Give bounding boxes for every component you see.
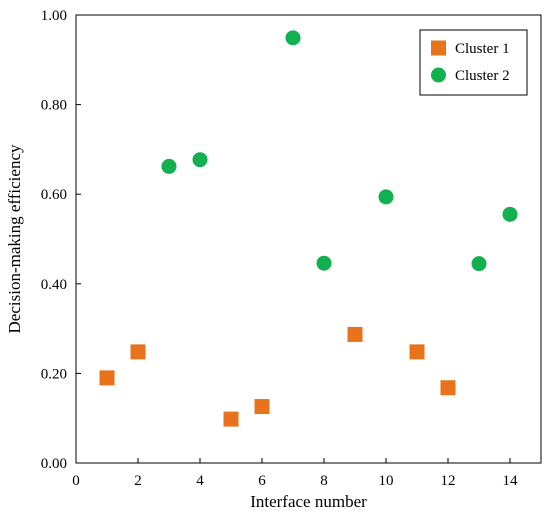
cluster-1-point (254, 399, 270, 415)
cluster-2-point (316, 255, 332, 271)
cluster-1-point (409, 344, 425, 360)
cluster-1-point (130, 344, 146, 360)
legend-label: Cluster 1 (455, 41, 510, 57)
x-axis-title: Interface number (250, 492, 367, 511)
x-tick-label: 6 (258, 473, 266, 489)
cluster-1-point (347, 326, 363, 342)
cluster-2-point (471, 256, 487, 272)
legend-marker-circle (431, 67, 446, 83)
cluster-1-point (223, 411, 239, 427)
cluster-2-point (161, 158, 177, 174)
legend-box (419, 29, 528, 96)
x-tick-label: 12 (441, 473, 456, 489)
cluster-2-point (502, 206, 518, 222)
cluster-2-point (378, 189, 394, 205)
x-tick-label: 4 (196, 473, 204, 489)
x-tick-label: 2 (134, 473, 142, 489)
plot-frame (75, 14, 542, 464)
legend: Cluster 1 Cluster 2 (419, 29, 528, 96)
legend-label: Cluster 2 (455, 68, 510, 84)
legend-marker-square (431, 40, 446, 56)
x-tick-label: 8 (320, 473, 328, 489)
y-tick-label: 0.20 (41, 366, 67, 382)
x-axis-ticks: 0 2 4 6 8 10 12 14 (72, 458, 518, 489)
x-tick-label: 14 (503, 473, 519, 489)
cluster-1-point (440, 380, 456, 396)
data-points (99, 30, 518, 427)
x-tick-label: 0 (72, 473, 80, 489)
y-axis-ticks: 0.00 0.20 0.40 0.60 0.80 1.00 (41, 8, 81, 472)
cluster-2-point (285, 30, 301, 46)
y-tick-label: 1.00 (41, 8, 67, 24)
y-tick-label: 0.00 (41, 456, 67, 472)
x-tick-label: 10 (379, 473, 394, 489)
y-tick-label: 0.80 (41, 98, 67, 114)
y-axis-title: Decision-making efficiency (5, 144, 24, 333)
cluster-1-point (99, 370, 115, 386)
y-tick-label: 0.40 (41, 277, 67, 293)
y-tick-label: 0.60 (41, 187, 67, 203)
cluster-2-point (192, 152, 208, 168)
